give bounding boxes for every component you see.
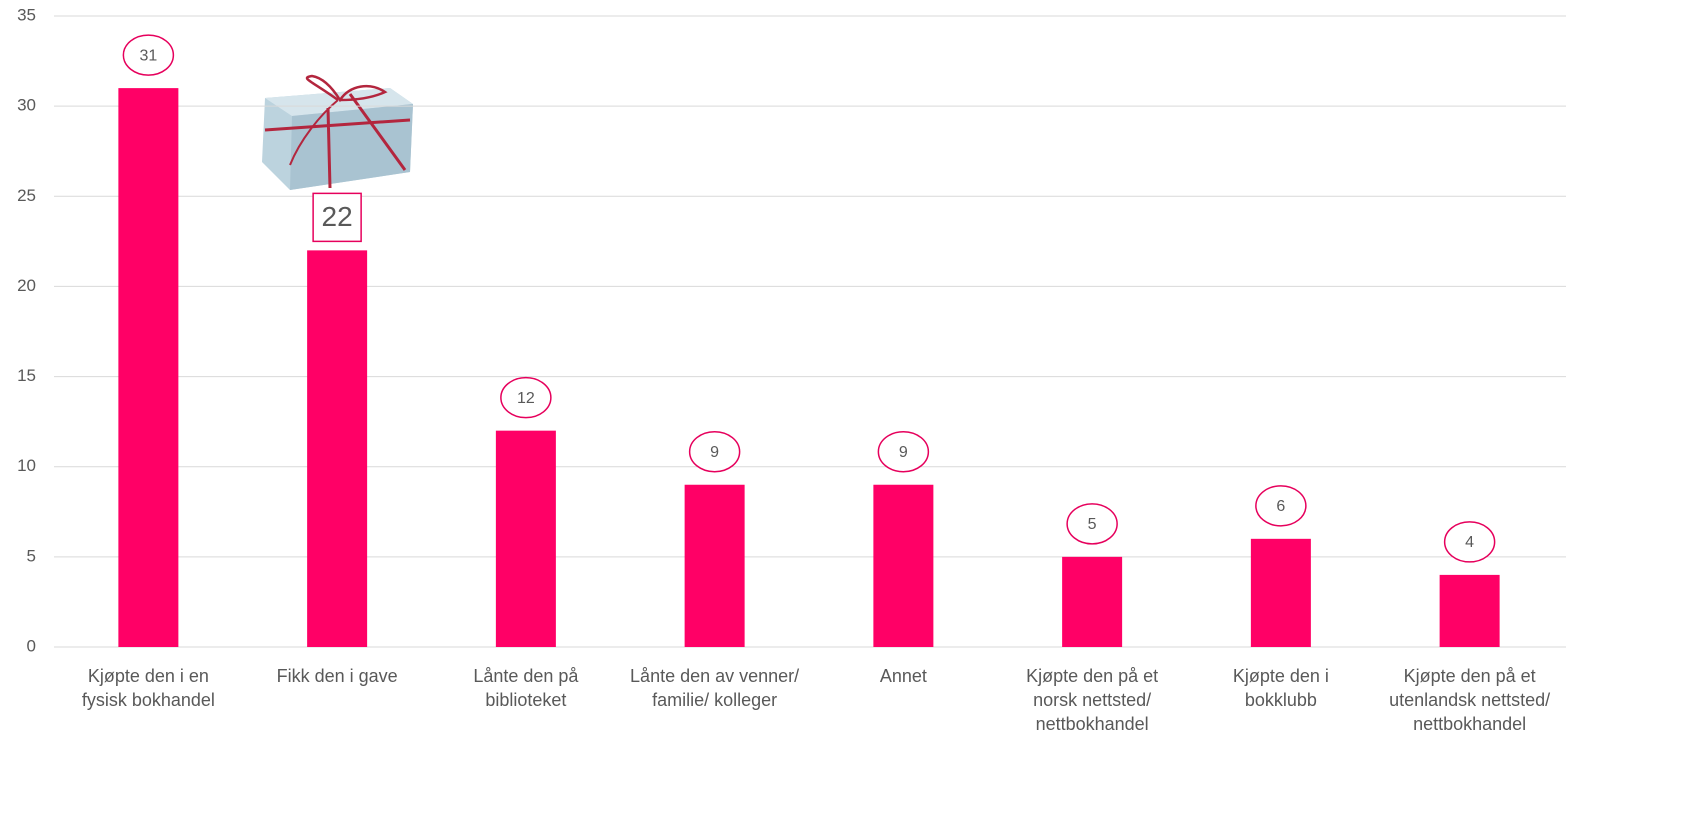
bar [684,484,745,647]
x-tick-label: Lånte den på biblioteket [473,666,579,710]
x-tick-label: Lånte den av venner/ familie/ kolleger [630,666,800,710]
y-tick-label: 30 [17,96,36,115]
value-label-circle [122,34,175,76]
value-label: 5 [1088,516,1097,533]
value-label-circle [1255,485,1307,527]
value-label: 4 [1465,534,1474,551]
x-tick-label: Kjøpte den på et norsk nettsted/ nettbok… [1026,666,1159,734]
y-tick-label: 10 [17,456,36,475]
value-label: 22 [322,201,353,232]
bar [1062,556,1123,647]
y-tick-label: 25 [17,186,36,205]
x-tick-label: Kjøpte den i en fysisk bokhandel [81,666,215,710]
bar [873,484,934,647]
y-tick-label: 5 [27,546,36,565]
bar [1439,574,1500,647]
value-label: 6 [1276,498,1285,515]
x-tick-label: Fikk den i gave [276,666,398,686]
x-tick-label: Kjøpte den i bokklubb [1232,666,1329,710]
bar [307,250,368,647]
value-label-circle [688,430,741,473]
value-label: 31 [139,47,157,64]
value-label-circle [500,376,552,419]
value-label: 12 [517,390,535,407]
gift-decoration [262,74,413,190]
x-tick-label: Kjøpte den på et utenlandsk nettsted/ ne… [1389,666,1551,734]
x-tick-label: Annet [879,666,927,686]
value-label-box [312,192,362,243]
value-label-circle [1066,503,1118,545]
y-tick-label: 35 [17,5,36,24]
y-tick-label: 15 [17,366,36,385]
y-tick-label: 20 [17,276,36,295]
value-label: 9 [710,444,719,461]
bar [495,430,556,647]
y-tick-label: 0 [27,636,36,655]
value-label-circle [877,430,930,473]
value-label: 9 [899,444,908,461]
bar [1250,538,1311,647]
bar [118,88,179,648]
value-label-circle [1443,521,1496,563]
